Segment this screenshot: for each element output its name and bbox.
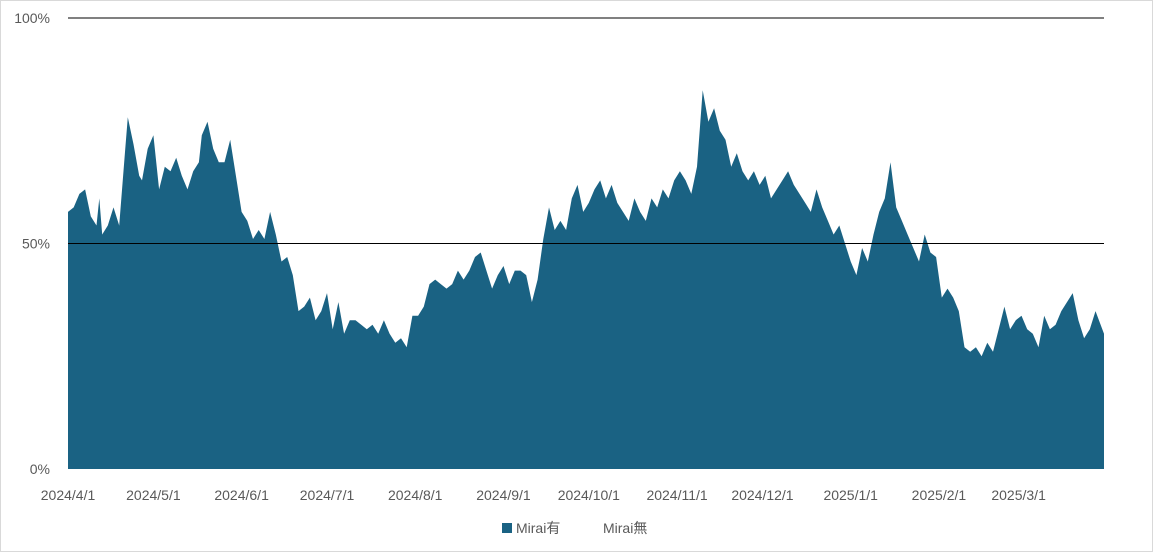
legend-swatch-mirai-no bbox=[589, 523, 599, 533]
x-tick-label: 2024/4/1 bbox=[41, 487, 96, 503]
legend-swatch-mirai-yes bbox=[502, 523, 512, 533]
legend-label-mirai-yes: Mirai有 bbox=[516, 520, 560, 536]
x-tick-label: 2024/10/1 bbox=[558, 487, 620, 503]
x-tick-label: 2024/9/1 bbox=[476, 487, 531, 503]
legend: Mirai有 Mirai無 bbox=[502, 520, 647, 536]
x-tick-label: 2024/5/1 bbox=[126, 487, 181, 503]
x-tick-label: 2025/2/1 bbox=[912, 487, 967, 503]
series-area-mirai-yes bbox=[68, 90, 1104, 469]
x-axis-ticks: 2024/4/1 2024/5/1 2024/6/1 2024/7/1 2024/8/1… bbox=[41, 487, 1046, 503]
x-tick-label: 2024/6/1 bbox=[214, 487, 269, 503]
y-tick-label: 0% bbox=[30, 461, 50, 477]
x-tick-label: 2025/1/1 bbox=[823, 487, 878, 503]
x-tick-label: 2024/7/1 bbox=[300, 487, 355, 503]
y-axis-ticks: 0% 50% 100% bbox=[14, 10, 50, 477]
x-tick-label: 2024/8/1 bbox=[388, 487, 443, 503]
x-tick-label: 2025/3/1 bbox=[991, 487, 1046, 503]
y-tick-label: 100% bbox=[14, 10, 50, 26]
y-tick-label: 50% bbox=[22, 236, 50, 252]
x-tick-label: 2024/12/1 bbox=[731, 487, 793, 503]
x-tick-label: 2024/11/1 bbox=[646, 487, 707, 503]
legend-label-mirai-no: Mirai無 bbox=[603, 520, 647, 536]
